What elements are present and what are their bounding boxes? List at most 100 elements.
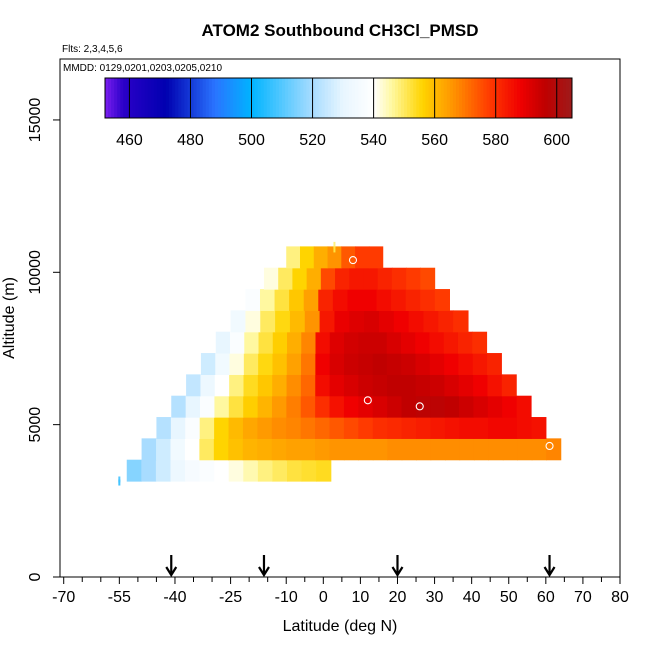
heatmap-cell [438,310,454,333]
circle-marker [415,402,424,411]
heatmap-cell [300,417,316,439]
heatmap-cell [200,353,216,375]
heatmap-cell [416,417,432,439]
heatmap-cell [229,374,245,397]
heatmap-cell [387,417,403,439]
heatmap-cell [257,438,273,461]
colorbar-swatch [120,78,124,118]
colorbar-swatch [568,78,573,118]
heatmap-cell [316,459,332,482]
colorbar-swatch [416,78,420,118]
heatmap-cell [185,395,201,418]
colorbar-swatch [541,78,546,118]
colorbar-swatch [266,78,271,118]
colorbar-swatch [300,78,304,118]
sparse-data-point [333,246,336,253]
heatmap-cell [415,331,431,354]
heatmap-cell [257,417,273,439]
colorbar-swatch [425,78,430,118]
x-tick-label: 30 [426,589,444,606]
colorbar-swatch [278,78,283,118]
colorbar-swatch [422,78,426,118]
colorbar-swatch [187,78,191,118]
heatmap-cell [228,395,244,418]
heatmap-cell [257,395,273,418]
heatmap-cell [444,374,460,397]
heatmap-cell [286,353,302,375]
heatmap-cell [327,246,342,269]
heatmap-cell [286,395,302,418]
colorbar-swatch [312,78,317,118]
heatmap-cell [434,289,450,311]
heatmap-cell [457,331,473,354]
colorbar-swatch [413,78,417,118]
chart-title: ATOM2 Southbound CH3Cl_PMSD [201,21,478,40]
colorbar-swatch [404,78,408,118]
heatmap-cell [300,395,316,418]
colorbar-swatch [562,78,567,118]
colorbar-swatch [184,78,188,118]
heatmap-cell [230,310,247,333]
heatmap-cell [378,310,395,333]
colorbar-swatch [181,78,185,118]
heatmap-cell [286,417,302,439]
heatmap-cell [186,374,202,397]
heatmap-cell [358,353,374,375]
arrow-markers [165,555,556,578]
heatmap-cell [387,395,403,418]
x-tick-label: -10 [275,589,298,606]
colorbar-swatch [428,78,433,118]
heatmap-cell [257,459,274,482]
x-tick-label: 10 [351,589,369,606]
colorbar-swatch [285,78,289,118]
heatmap-cell [516,417,532,439]
plot-frame [59,58,621,578]
colorbar-swatch [446,78,451,118]
colorbar-swatch [556,78,561,118]
colorbar-swatch [303,78,307,118]
heatmap-cell [372,374,388,397]
heatmap-cell [271,417,287,439]
flights-label: Flts: 2,3,4,5,6 [62,44,123,55]
colorbar-swatch [477,78,481,118]
heatmap-cell [488,417,504,439]
colorbar-tick-label: 520 [299,132,326,149]
colorbar-tick-label: 560 [421,132,448,149]
heatmap-cell [243,374,259,397]
colorbar-swatch [138,78,143,118]
colorbar-swatch [501,78,506,118]
heatmap-cell [200,395,216,418]
colorbar-swatch [333,78,338,118]
heatmap-cell [459,438,475,461]
arrow-marker [258,555,270,578]
x-tick-label: 50 [500,589,518,606]
heatmap-cell [430,438,446,461]
heatmap-cell [301,459,317,482]
heatmap-cell [329,417,345,439]
colorbar-swatch [263,78,268,118]
heatmap-cell [358,417,374,439]
colorbar-swatch [486,78,491,118]
colorbar-swatch [547,78,552,118]
heatmap-cell [344,331,359,354]
heatmap-cell [358,438,374,461]
heatmap-cell [155,459,172,482]
colorbar-swatch [367,78,372,118]
y-axis: 0 5000 10000 15000 [27,98,60,581]
heatmap-cell [415,353,431,375]
colorbar-swatch [269,78,274,118]
heatmap-cell [372,331,388,354]
colorbar-swatch [352,78,356,118]
colorbar-swatch [162,78,167,118]
x-tick-label: 20 [389,589,407,606]
colorbar-swatch [214,78,219,118]
colorbar-swatch [343,78,347,118]
heatmap-cell [228,417,244,439]
colorbar-swatch [315,78,320,118]
colorbar-swatch [550,78,555,118]
colorbar-swatch [159,78,164,118]
y-tick-label: 10000 [27,250,44,295]
heatmap-cell [430,417,446,439]
heatmap-cell [315,374,331,397]
heatmap-cell [372,353,388,375]
